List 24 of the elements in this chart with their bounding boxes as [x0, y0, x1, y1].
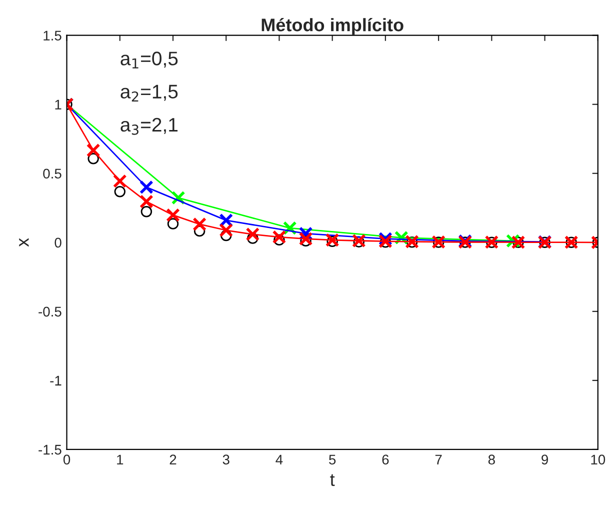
x-tick-label: 1 — [117, 454, 124, 464]
y-tick-label: 1.5 — [44, 30, 62, 41]
y-tick-label: -1.5 — [38, 444, 62, 455]
y-tick-label: 1 — [55, 100, 62, 110]
x-tick-label: 10 — [591, 454, 606, 465]
chart-title: Método implícito — [262, 18, 404, 35]
y-tick-label: 0.5 — [43, 168, 62, 179]
y-tick-label: -1 — [50, 376, 62, 386]
y-axis-title: x — [19, 238, 29, 247]
x-tick-label: 4 — [276, 454, 283, 464]
x-tick-label: 2 — [170, 454, 176, 464]
annotation: a$_{1}$=0,5 — [120, 52, 178, 68]
x-tick-label: 5 — [329, 454, 336, 465]
y-tick-label: 0 — [54, 238, 62, 248]
x-axis-title: t — [330, 474, 335, 486]
x-tick-label: 6 — [382, 454, 389, 465]
x-tick-label: 7 — [435, 454, 442, 464]
x-tick-label: 8 — [488, 454, 495, 465]
x-tick-label: 3 — [222, 454, 230, 465]
x-tick-label: 0 — [63, 454, 70, 465]
annotation: a$_{2}$=1,5 — [120, 84, 178, 102]
y-tick-label: -0.5 — [38, 306, 62, 317]
x-tick-label: 9 — [542, 454, 548, 465]
annotation: a$_{3}$=2,1 — [120, 118, 178, 135]
